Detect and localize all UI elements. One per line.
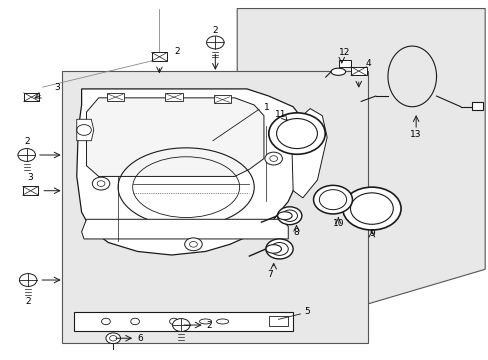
Text: 1: 1 [263, 103, 269, 112]
Bar [151, 53, 167, 61]
Circle shape [130, 318, 139, 325]
Text: 4: 4 [365, 59, 370, 68]
Text: 3: 3 [28, 173, 33, 182]
Bar [268, 316, 287, 327]
Circle shape [268, 113, 325, 154]
Circle shape [189, 242, 197, 247]
Circle shape [350, 193, 392, 224]
Text: 5: 5 [303, 307, 309, 316]
Polygon shape [86, 98, 264, 176]
Circle shape [264, 152, 282, 165]
Text: 8: 8 [293, 228, 299, 237]
Text: 10: 10 [332, 220, 344, 229]
Bar [24, 93, 39, 102]
Text: 6: 6 [137, 334, 142, 343]
Circle shape [184, 238, 202, 251]
Text: 3: 3 [54, 83, 60, 92]
Text: 12: 12 [338, 48, 349, 57]
Circle shape [342, 187, 400, 230]
Text: 2: 2 [24, 137, 29, 146]
Circle shape [265, 239, 292, 259]
Text: 2: 2 [206, 320, 212, 329]
Bar [165, 93, 183, 101]
Circle shape [276, 118, 317, 149]
Bar [213, 95, 231, 103]
Bar [107, 93, 124, 101]
Polygon shape [77, 89, 305, 255]
Bar [74, 312, 292, 331]
Circle shape [269, 156, 277, 161]
Text: 11: 11 [275, 111, 286, 120]
Text: 2: 2 [174, 47, 180, 56]
Ellipse shape [199, 319, 211, 324]
Circle shape [319, 190, 346, 210]
Polygon shape [290, 109, 326, 198]
Text: 7: 7 [267, 270, 273, 279]
Circle shape [18, 149, 35, 161]
Ellipse shape [216, 319, 228, 324]
Circle shape [282, 210, 297, 221]
Bar [471, 102, 482, 110]
Bar [339, 60, 351, 67]
Text: 2: 2 [25, 297, 31, 306]
Text: 9: 9 [368, 229, 374, 238]
Circle shape [172, 319, 190, 332]
Polygon shape [81, 219, 287, 239]
Bar [23, 186, 38, 195]
Circle shape [270, 243, 287, 255]
Circle shape [206, 36, 224, 49]
Ellipse shape [330, 68, 345, 75]
Circle shape [169, 318, 178, 325]
Circle shape [97, 181, 105, 186]
Circle shape [106, 333, 120, 343]
Circle shape [102, 318, 110, 325]
Text: 2: 2 [212, 26, 218, 35]
Circle shape [277, 207, 301, 225]
Circle shape [109, 336, 117, 341]
Circle shape [92, 177, 110, 190]
Bar [350, 67, 366, 75]
Circle shape [313, 185, 352, 214]
Polygon shape [237, 9, 484, 342]
Bar [62, 71, 368, 342]
Ellipse shape [277, 212, 291, 220]
Circle shape [20, 274, 37, 287]
Ellipse shape [265, 245, 281, 253]
Polygon shape [77, 119, 94, 141]
Text: 13: 13 [409, 130, 421, 139]
